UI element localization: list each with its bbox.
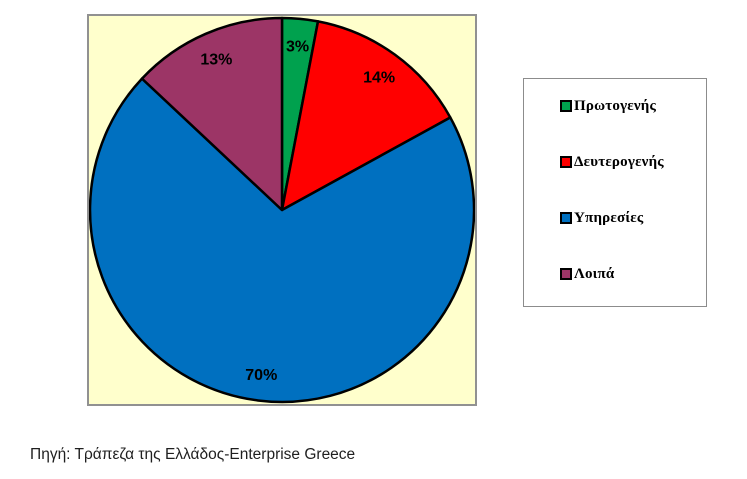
legend-item-services: Υπηρεσίες bbox=[560, 208, 700, 228]
pie-chart: 3% 14% 70% 13% bbox=[89, 16, 475, 404]
legend-swatch-green bbox=[560, 100, 572, 112]
legend-label: Δευτερογενής bbox=[574, 153, 664, 170]
legend-label: Πρωτογενής bbox=[574, 97, 657, 114]
pie-slice bbox=[89, 77, 475, 404]
pie-slice-label: 13% bbox=[200, 52, 232, 69]
pie-slice-label: 14% bbox=[363, 69, 395, 86]
legend-item-secondary-sector: Δευτερογενής bbox=[560, 152, 700, 172]
legend-label: Υπηρεσίες bbox=[574, 209, 644, 226]
legend-label: Λοιπά bbox=[574, 265, 615, 282]
chart-plot-area: 3% 14% 70% 13% bbox=[87, 14, 477, 406]
legend-swatch-blue bbox=[560, 212, 572, 224]
pie-slice-label: 3% bbox=[286, 39, 309, 56]
legend-swatch-plum bbox=[560, 268, 572, 280]
pie-slice-label: 70% bbox=[245, 367, 277, 384]
chart-legend: Πρωτογενής Δευτερογενής Υπηρεσίες Λοιπά bbox=[523, 78, 707, 307]
legend-item-primary-sector: Πρωτογενής bbox=[560, 96, 700, 116]
legend-item-other: Λοιπά bbox=[560, 264, 700, 284]
source-note: Πηγή: Τράπεζα της Ελλάδος-Enterprise Gre… bbox=[30, 446, 356, 463]
pie-slice bbox=[140, 16, 284, 212]
pie-slice bbox=[280, 20, 452, 212]
legend-swatch-red bbox=[560, 156, 572, 168]
